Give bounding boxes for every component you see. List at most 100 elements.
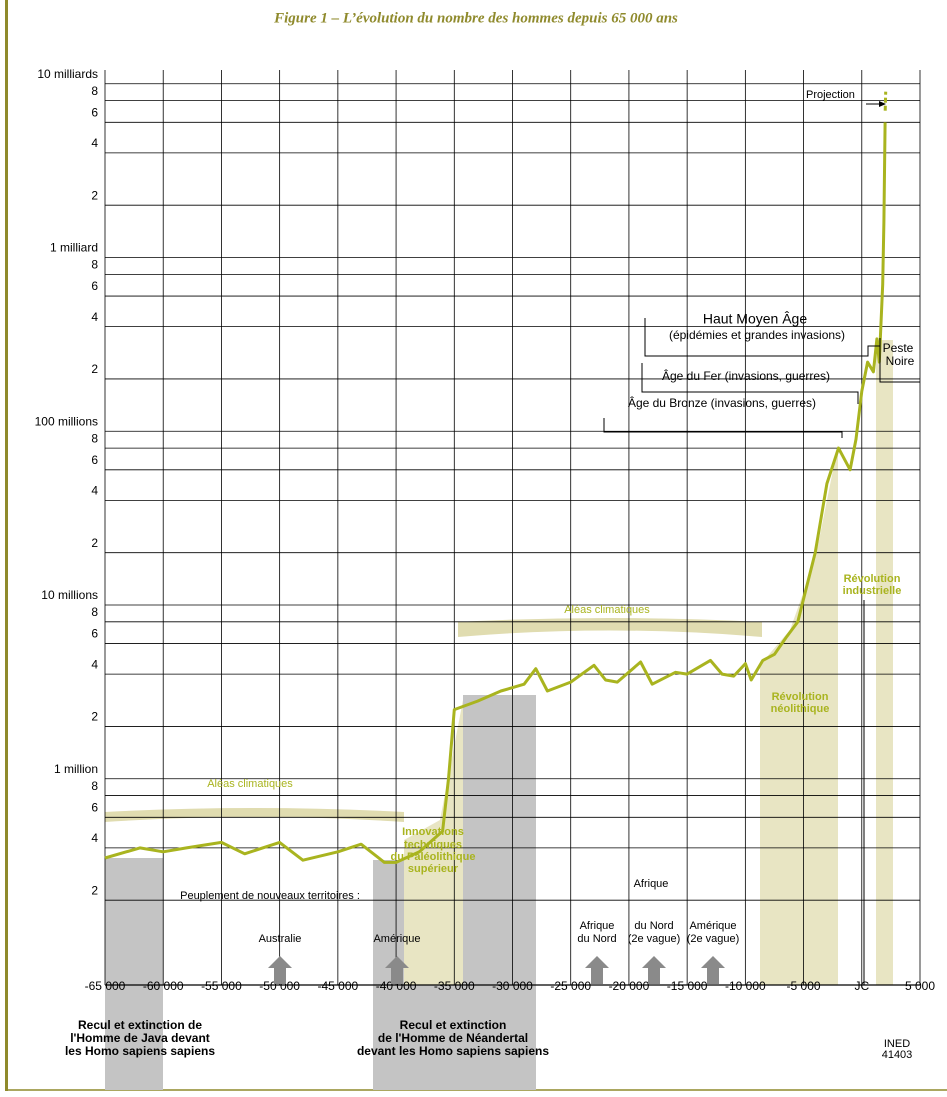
annotation: Peuplement de nouveaux territoires : (180, 890, 360, 902)
page-border (5, 0, 8, 1091)
annotation: Révolution (844, 573, 901, 585)
annotation: devant les Homo sapiens sapiens (357, 1044, 549, 1058)
annotation: Recul et extinction de (78, 1018, 202, 1032)
y-tick-label: 4 (91, 484, 98, 498)
bracket-line (879, 338, 920, 383)
annotations: Projection Haut Moyen Âge (épidémies et … (65, 89, 915, 1061)
band (105, 858, 163, 1090)
up-arrow (701, 956, 725, 984)
x-tick-label: -45 000 (318, 979, 359, 993)
annotation: Amérique (373, 933, 420, 945)
annotation: les Homo sapiens sapiens (65, 1044, 215, 1058)
annotation: (2e vague) (628, 933, 681, 945)
y-tick-label: 2 (91, 362, 98, 376)
up-arrow (268, 956, 292, 984)
x-tick-label: -65 000 (85, 979, 126, 993)
x-tick-label: -10 000 (725, 979, 766, 993)
band (760, 445, 838, 985)
y-tick-label: 8 (91, 779, 98, 793)
y-tick-label: 1 milliard (50, 241, 98, 255)
annotation: néolithique (771, 703, 830, 715)
brackets (603, 101, 920, 985)
annotation: Âge du Fer (invasions, guerres) (662, 368, 830, 383)
y-tick-label: 8 (91, 431, 98, 445)
x-tick-label: -50 000 (259, 979, 300, 993)
bracket-line (644, 318, 880, 357)
y-tick-label: 1 million (54, 762, 98, 776)
x-tick-label: -15 000 (667, 979, 708, 993)
data-line (883, 91, 888, 111)
y-tick-label: 4 (91, 136, 98, 150)
annotation: Afrique (634, 878, 669, 890)
y-tick-label: 6 (91, 105, 98, 119)
x-tick-label: -30 000 (492, 979, 533, 993)
annotation: techniques (404, 839, 462, 851)
y-tick-label: 2 (91, 188, 98, 202)
y-tick-label: 4 (91, 310, 98, 324)
y-tick-label: 2 (91, 710, 98, 724)
y-tick-label: 8 (91, 84, 98, 98)
y-tick-label: 2 (91, 883, 98, 897)
annotation: Australie (259, 933, 302, 945)
annotation: industrielle (843, 585, 902, 597)
bracket (105, 808, 404, 822)
annotation: du Nord (634, 920, 673, 932)
band (876, 340, 893, 985)
annotation: Projection (806, 89, 855, 101)
y-tick-label: 6 (91, 453, 98, 467)
annotation: Haut Moyen Âge (703, 311, 807, 327)
band (463, 695, 536, 985)
x-tick-label: -40 000 (376, 979, 417, 993)
annotation: l'Homme de Java devant (70, 1031, 210, 1045)
bracket (458, 618, 762, 637)
annotation: Afrique (580, 920, 615, 932)
annotation: Noire (886, 354, 915, 368)
band (404, 985, 536, 1090)
annotation: supérieur (408, 863, 459, 875)
annotation: Révolution (772, 691, 829, 703)
annotation: du Paléolithique (391, 851, 476, 863)
x-tick-label: -25 000 (550, 979, 591, 993)
x-tick-label: -60 000 (143, 979, 184, 993)
bracket-line (603, 418, 843, 438)
annotation: Aléas climatiques (564, 604, 650, 616)
y-tick-label: 8 (91, 605, 98, 619)
x-tick-label: 5 000 (905, 979, 935, 993)
band (404, 700, 463, 985)
y-tick-label: 4 (91, 831, 98, 845)
arrow (879, 101, 886, 107)
grid: 10 milliards 8 6 4 2 1 milliard 8 6 4 2 100 millio… (35, 67, 936, 993)
marks (104, 91, 888, 864)
up-arrow (385, 956, 409, 984)
annotation: (épidémies et grandes invasions) (669, 328, 845, 342)
data-line (104, 122, 887, 864)
annotation: 41403 (882, 1049, 913, 1061)
y-tick-label: 6 (91, 627, 98, 641)
period-bands (105, 340, 893, 1090)
y-tick-label: 100 millions (35, 414, 98, 428)
annotation: de l'Homme de Néandertal (378, 1031, 528, 1045)
y-tick-label: 2 (91, 536, 98, 550)
bracket-line (641, 363, 859, 404)
annotation: Peste (883, 341, 914, 355)
annotation: (2e vague) (687, 933, 740, 945)
x-tick-label: -5 000 (787, 979, 821, 993)
x-tick-label: -20 000 (609, 979, 650, 993)
x-tick-label: -55 000 (201, 979, 242, 993)
y-tick-label: 4 (91, 657, 98, 671)
chart-title: Figure 1 – L’évolution du nombre des hom… (273, 10, 678, 26)
annotation: Recul et extinction (400, 1018, 507, 1032)
annotation: Amérique (689, 920, 736, 932)
annotation: INED (884, 1038, 910, 1050)
up-arrow (642, 956, 666, 984)
annotation: du Nord (577, 933, 616, 945)
y-tick-label: 6 (91, 800, 98, 814)
y-tick-label: 8 (91, 258, 98, 272)
x-tick-label: JC (854, 979, 869, 993)
x-tick-label: -35 000 (434, 979, 475, 993)
arrows (268, 956, 725, 984)
y-tick-label: 10 millions (41, 588, 98, 602)
y-tick-label: 10 milliards (37, 67, 98, 81)
annotation: Innovations (402, 826, 464, 838)
